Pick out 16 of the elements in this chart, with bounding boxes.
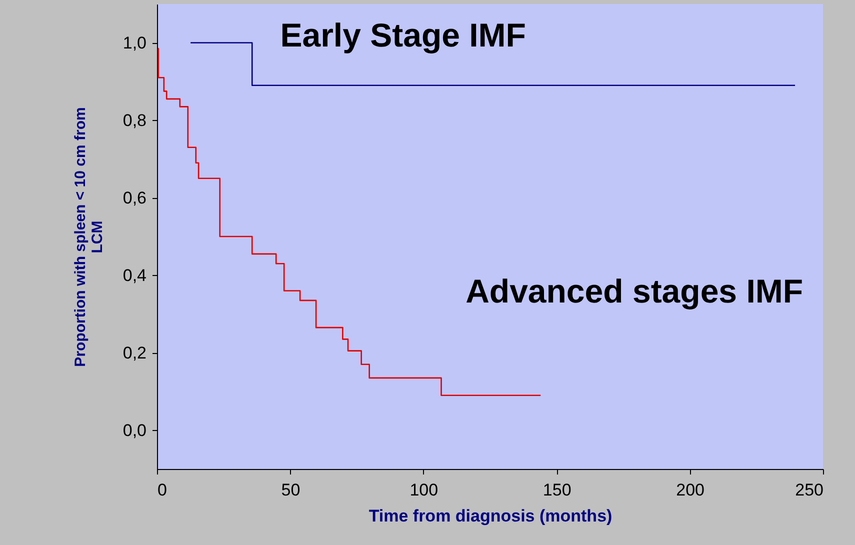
y-axis-title: Proportion with spleen < 10 cm from LCM — [72, 107, 106, 367]
text: Advanced stages IMF — [466, 272, 804, 310]
y-tick-label: 0,0 — [122, 420, 146, 440]
x-tick-label: 0 — [158, 480, 167, 500]
x-tick-label: 50 — [281, 480, 300, 500]
y-tick-label: 0,4 — [122, 266, 146, 285]
y-tick-label: 0,2 — [122, 343, 146, 362]
x-axis-title: Time from diagnosis (months) — [368, 506, 612, 526]
x-tick-label: 200 — [676, 480, 704, 500]
series-label: Early Stage IMF — [280, 16, 526, 54]
x-tick-label: 100 — [410, 480, 438, 500]
y-tick-label: 0,6 — [122, 188, 146, 208]
x-tick-label: 250 — [795, 480, 824, 500]
y-tick-label: 1,0 — [122, 33, 146, 52]
y-tick-label: 0,8 — [122, 110, 146, 130]
x-tick-label: 150 — [542, 480, 572, 500]
